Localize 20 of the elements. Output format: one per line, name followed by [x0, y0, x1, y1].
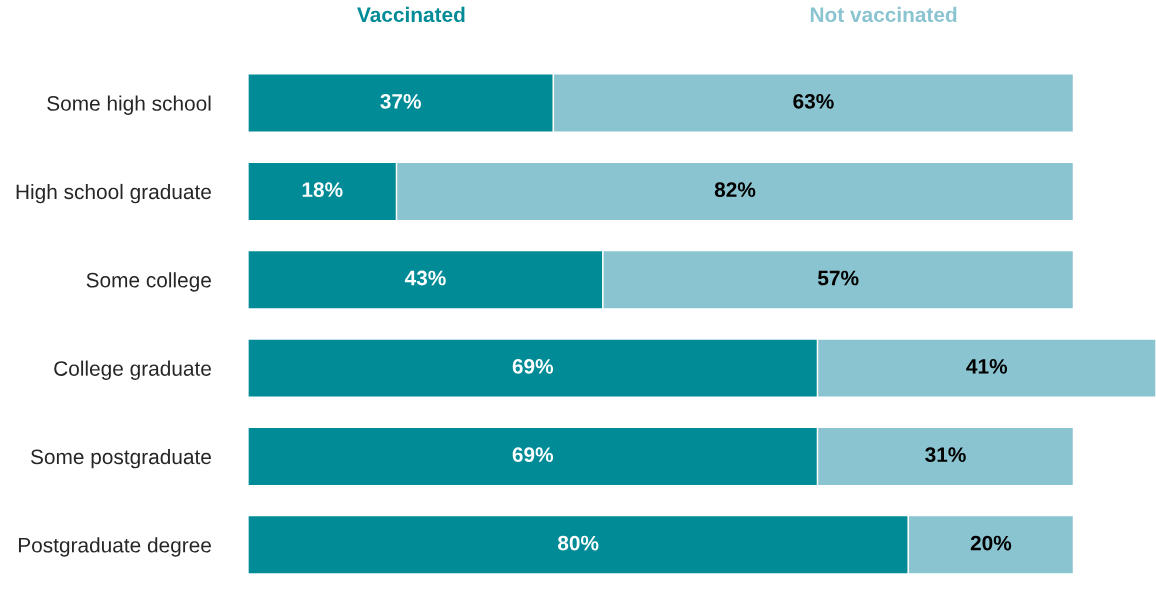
data-label: 69%: [512, 447, 554, 463]
data-label: 69%: [512, 358, 554, 374]
data-label: 20%: [970, 535, 1012, 551]
text: Vaccinated: [357, 6, 465, 23]
y-tick-label: Some college: [86, 272, 211, 292]
data-label: 57%: [817, 270, 859, 286]
data-label: 41%: [966, 359, 1008, 374]
data-label: 37%: [380, 93, 421, 109]
data-label: 31%: [925, 447, 966, 463]
data-label: 82%: [714, 182, 756, 198]
text: Not vaccinated: [810, 6, 957, 23]
data-label: 18%: [302, 182, 343, 198]
y-tick-label: College graduate: [54, 360, 211, 380]
data-label: 63%: [793, 93, 834, 109]
y-tick-label: Some high school: [47, 95, 211, 115]
data-label: 80%: [557, 535, 599, 551]
data-label: 43%: [404, 270, 446, 286]
y-tick-label: Some postgraduate: [30, 448, 211, 469]
y-tick-label: High school graduate: [16, 183, 211, 204]
y-tick-label: Postgraduate degree: [18, 537, 211, 557]
